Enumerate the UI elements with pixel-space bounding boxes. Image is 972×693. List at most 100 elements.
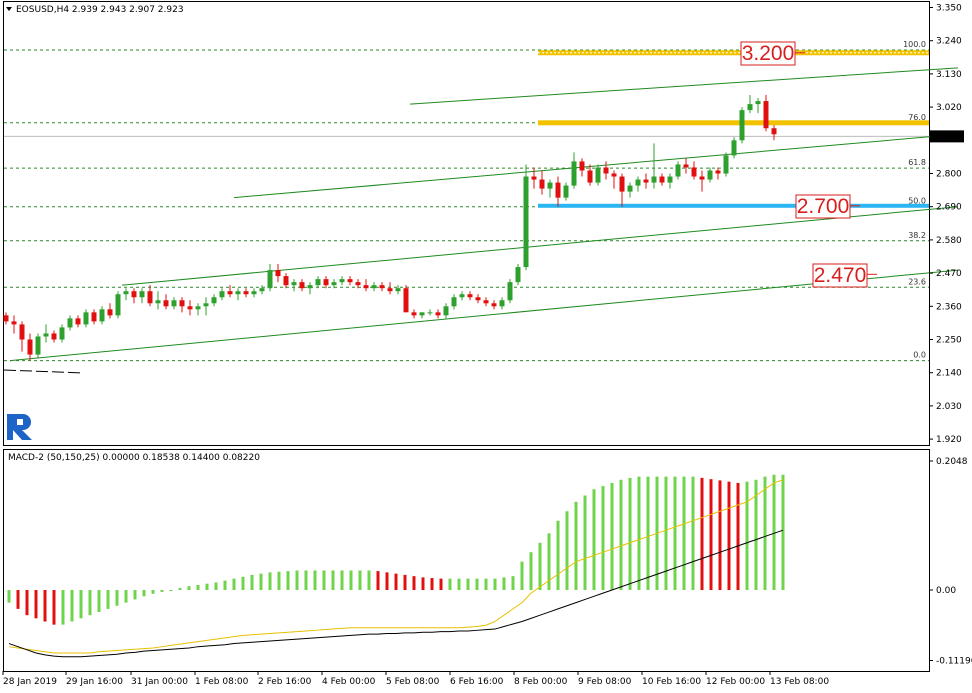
candle-bull xyxy=(67,318,73,328)
x-tick-label: 2 Feb 16:00 xyxy=(258,677,312,687)
macd-histogram-bar xyxy=(475,578,479,590)
macd-histogram-bar xyxy=(673,476,677,590)
candle-bull xyxy=(59,327,65,340)
candle-bull xyxy=(675,164,681,177)
trend-channel-line-upper-mid xyxy=(233,133,959,199)
candle-bull xyxy=(515,267,521,283)
trend-channel-line-upper xyxy=(409,67,959,105)
candle-bull xyxy=(307,285,313,289)
current-price-value: 2.923 xyxy=(934,132,960,142)
y-tick-label: 3.240 xyxy=(936,37,962,47)
x-tick-label: 13 Feb 08:00 xyxy=(770,677,829,687)
macd-histogram-bar xyxy=(700,477,704,590)
level-label-text: 2.470 xyxy=(814,264,867,287)
candle-bull xyxy=(99,309,105,322)
macd-histogram-bar xyxy=(295,570,299,590)
macd-histogram-bar xyxy=(664,476,668,590)
macd-histogram-bar xyxy=(88,590,92,616)
macd-histogram-bar xyxy=(448,578,452,590)
macd-histogram-bar xyxy=(205,583,209,590)
macd-histogram-bar xyxy=(736,482,740,590)
macd-histogram-bar xyxy=(223,580,227,590)
x-tick-label: 28 Jan 2019 xyxy=(3,677,57,687)
macd-histogram-bar xyxy=(196,584,200,590)
candle-bull xyxy=(427,312,433,314)
candle-bear xyxy=(179,300,185,307)
candle-bear xyxy=(379,285,385,289)
candle-bull xyxy=(235,291,241,295)
macd-signal-line xyxy=(8,479,784,654)
macd-histogram-bar xyxy=(367,570,371,590)
macd-histogram-bar xyxy=(691,476,695,590)
candle-bear xyxy=(555,182,561,198)
macd-histogram-bar xyxy=(646,476,650,590)
candle-bear xyxy=(611,173,617,177)
macd-panel-frame xyxy=(3,449,930,672)
projection-dashed-line xyxy=(3,369,85,374)
candle-bear xyxy=(299,282,305,289)
y-tick-label: 2.030 xyxy=(936,402,962,412)
candle-bull xyxy=(43,333,49,337)
y-tick-label: 2.470 xyxy=(936,269,962,279)
candle-bear xyxy=(539,179,545,189)
macd-histogram-bar xyxy=(277,571,281,590)
macd-histogram-bar xyxy=(349,570,353,590)
y-tick-label: 2.800 xyxy=(936,170,962,180)
y-tick-label: 3.350 xyxy=(936,4,962,14)
trend-channel-line-lower xyxy=(9,269,959,362)
fib-level-label: 0.0 xyxy=(913,351,926,360)
macd-histogram-bar xyxy=(331,570,335,590)
macd-histogram-bar xyxy=(529,552,533,590)
macd-histogram-bar xyxy=(394,573,398,590)
macd-histogram-bar xyxy=(763,476,767,590)
dropdown-triangle-icon[interactable] xyxy=(6,7,12,11)
macd-histogram-bar xyxy=(151,590,155,594)
candle-bull xyxy=(595,167,601,183)
candle-bear xyxy=(275,270,281,277)
macd-histogram-bar xyxy=(637,476,641,590)
y-tick-label: 2.360 xyxy=(936,302,962,312)
x-tick-label: 31 Jan 00:00 xyxy=(131,677,188,687)
macd-histogram-bar xyxy=(376,571,380,590)
macd-histogram-bar xyxy=(754,479,758,590)
candle-bear xyxy=(75,318,81,325)
candle-bull xyxy=(315,279,321,286)
x-tick-label: 5 Feb 08:00 xyxy=(386,677,440,687)
roboforex-logo-icon xyxy=(7,414,32,440)
candle-bull xyxy=(627,185,633,192)
fib-76-band xyxy=(538,120,929,126)
chart-title-group: EOSUSD,H4 2.939 2.943 2.907 2.923 xyxy=(6,5,184,15)
macd-histogram-bar xyxy=(43,590,47,622)
candle-bear xyxy=(411,312,417,316)
candle-bull xyxy=(523,176,529,268)
level-label-text: 2.700 xyxy=(797,195,850,218)
macd-histogram-bar xyxy=(484,578,488,590)
macd-histogram-bar xyxy=(124,590,128,603)
candle-bear xyxy=(483,300,489,304)
macd-histogram-bar xyxy=(466,578,470,590)
level-label-box xyxy=(795,194,851,219)
macd-histogram-bar xyxy=(709,479,713,590)
candle-bear xyxy=(683,164,689,168)
candle-bear xyxy=(51,333,57,340)
macd-histogram-bar xyxy=(502,577,506,590)
candle-bull xyxy=(83,312,89,325)
x-tick-label: 29 Jan 16:00 xyxy=(66,677,123,687)
x-tick-label: 12 Feb 00:00 xyxy=(706,677,765,687)
macd-histogram-bar xyxy=(430,578,434,590)
macd-histogram-bar xyxy=(511,576,515,590)
candle-bear xyxy=(227,291,233,295)
x-tick-label: 4 Feb 00:00 xyxy=(322,677,376,687)
x-tick-label: 10 Feb 16:00 xyxy=(642,677,701,687)
fib-level-label: 23.6 xyxy=(908,277,926,286)
macd-histogram-bar xyxy=(70,590,74,622)
candle-bull xyxy=(371,285,377,289)
candle-bear xyxy=(403,288,409,313)
macd-histogram-bar xyxy=(7,590,11,603)
fib-level-label: 61.8 xyxy=(908,158,926,167)
macd-histogram-bar xyxy=(421,577,425,590)
macd-histogram-bar xyxy=(403,574,407,590)
macd-histogram-bar xyxy=(187,586,191,590)
y-tick-label: 3.130 xyxy=(936,70,962,80)
macd-title: MACD-2 (50,150,25) 0.00000 0.18538 0.144… xyxy=(8,453,260,463)
